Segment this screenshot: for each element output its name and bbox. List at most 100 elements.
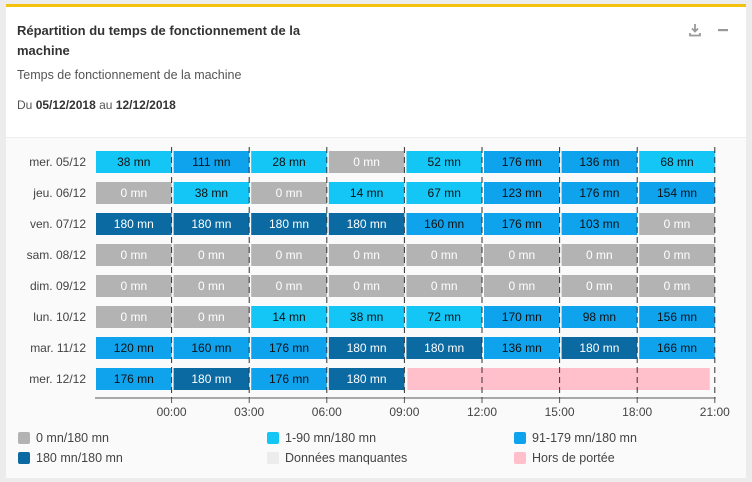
- heatmap-cell[interactable]: [251, 368, 327, 390]
- heatmap-cell[interactable]: [484, 182, 560, 204]
- download-icon[interactable]: [688, 23, 702, 37]
- heatmap-cell[interactable]: [639, 151, 715, 173]
- cell-value-label: 0 mn: [664, 279, 691, 293]
- cell-value-label: 0 mn: [508, 248, 535, 262]
- heatmap-cell[interactable]: [328, 368, 405, 390]
- legend-item[interactable]: 91-179 mn/180 mn: [514, 431, 637, 445]
- heatmap-cell[interactable]: [96, 306, 172, 328]
- heatmap-cell[interactable]: [251, 306, 327, 328]
- heatmap-cell[interactable]: [561, 306, 638, 328]
- cell-value-label: 180 mn: [114, 217, 154, 231]
- legend-item[interactable]: 1-90 mn/180 mn: [267, 431, 376, 445]
- heatmap-cell[interactable]: [328, 182, 405, 204]
- heatmap-cell[interactable]: [173, 151, 250, 173]
- heatmap-cell[interactable]: [406, 306, 482, 328]
- legend-item[interactable]: 180 mn/180 mn: [18, 451, 123, 465]
- heatmap-cell[interactable]: [173, 368, 250, 390]
- cell-value-label: 120 mn: [114, 341, 154, 355]
- heatmap-cell[interactable]: [173, 275, 250, 297]
- heatmap-cell[interactable]: [406, 337, 482, 359]
- row-label: dim. 09/12: [30, 279, 86, 293]
- heatmap-cell[interactable]: [406, 213, 482, 235]
- heatmap-cell[interactable]: [639, 182, 715, 204]
- heatmap-cell[interactable]: [484, 306, 560, 328]
- cell-value-label: 0 mn: [586, 248, 613, 262]
- cell-value-label: 136 mn: [579, 155, 619, 169]
- heatmap-cell[interactable]: [639, 275, 715, 297]
- heatmap-chart: mer. 05/12 38 mn 111 mn 28 mn 0 mn 52 mn 176 m…: [27, 147, 730, 419]
- cell-value-label: 0 mn: [353, 279, 380, 293]
- heatmap-cell[interactable]: [173, 244, 250, 266]
- heatmap-cell[interactable]: [328, 213, 405, 235]
- chart-subtitle: Temps de fonctionnement de la machine: [17, 68, 242, 82]
- heatmap-cell[interactable]: [96, 182, 172, 204]
- row-label: mer. 05/12: [29, 155, 86, 169]
- range-mid: au: [99, 98, 113, 112]
- heatmap-cell[interactable]: [173, 306, 250, 328]
- minus-icon[interactable]: [716, 23, 730, 37]
- row-label: lun. 10/12: [33, 310, 86, 324]
- heatmap-cell[interactable]: [251, 182, 327, 204]
- heatmap-cell[interactable]: [639, 337, 715, 359]
- heatmap-cell[interactable]: [96, 337, 172, 359]
- cell-value-label: 38 mn: [350, 310, 383, 324]
- heatmap-cell[interactable]: [251, 337, 327, 359]
- legend-item[interactable]: Données manquantes: [267, 451, 407, 465]
- heatmap-cell[interactable]: [173, 337, 250, 359]
- cell-value-label: 0 mn: [353, 155, 380, 169]
- heatmap-cell[interactable]: [561, 213, 638, 235]
- range-end: 12/12/2018: [115, 98, 176, 112]
- heatmap-cell[interactable]: [96, 244, 172, 266]
- heatmap-cell[interactable]: [639, 244, 715, 266]
- x-tick-label: 03:00: [234, 405, 264, 419]
- heatmap-cell[interactable]: [484, 275, 560, 297]
- heatmap-cell[interactable]: [561, 244, 638, 266]
- heatmap-cell[interactable]: [328, 306, 405, 328]
- cell-value-label: 111 mn: [192, 155, 230, 169]
- heatmap-cell[interactable]: [251, 213, 327, 235]
- heatmap-cell[interactable]: [173, 182, 250, 204]
- heatmap-cell[interactable]: [406, 244, 482, 266]
- heatmap-cell[interactable]: [251, 244, 327, 266]
- cell-value-label: 0 mn: [198, 279, 225, 293]
- heatmap-cell[interactable]: [406, 151, 482, 173]
- out-of-range-cell[interactable]: [407, 368, 710, 390]
- heatmap-cell[interactable]: [96, 275, 172, 297]
- cell-value-label: 72 mn: [428, 310, 461, 324]
- heatmap-cell[interactable]: [406, 275, 482, 297]
- cell-value-label: 160 mn: [191, 341, 231, 355]
- heatmap-cell[interactable]: [96, 213, 172, 235]
- heatmap-cell[interactable]: [406, 182, 482, 204]
- legend-label: Données manquantes: [285, 451, 408, 465]
- heatmap-cell[interactable]: [484, 213, 560, 235]
- cell-value-label: 154 mn: [657, 186, 697, 200]
- heatmap-cell[interactable]: [328, 337, 405, 359]
- heatmap-cell[interactable]: [561, 275, 638, 297]
- row-label: jeu. 06/12: [32, 186, 86, 200]
- cell-value-label: 38 mn: [195, 186, 228, 200]
- heatmap-cell[interactable]: [96, 368, 172, 390]
- cell-value-label: 0 mn: [120, 248, 147, 262]
- heatmap-cell[interactable]: [561, 182, 638, 204]
- heatmap-cell[interactable]: [484, 151, 560, 173]
- cell-value-label: 0 mn: [198, 310, 225, 324]
- legend-item[interactable]: 0 mn/180 mn: [18, 431, 109, 445]
- legend-swatch: [267, 432, 279, 444]
- heatmap-cell[interactable]: [561, 337, 638, 359]
- heatmap-cell[interactable]: [328, 275, 405, 297]
- cell-value-label: 14 mn: [272, 310, 305, 324]
- heatmap-cell[interactable]: [639, 213, 715, 235]
- heatmap-cell[interactable]: [484, 337, 560, 359]
- legend-item[interactable]: Hors de portée: [514, 451, 615, 465]
- heatmap-cell[interactable]: [173, 213, 250, 235]
- heatmap-cell[interactable]: [328, 151, 405, 173]
- heatmap-cell[interactable]: [251, 151, 327, 173]
- heatmap-cell[interactable]: [639, 306, 715, 328]
- heatmap-cell[interactable]: [251, 275, 327, 297]
- legend-swatch: [514, 432, 526, 444]
- cell-value-label: 176 mn: [269, 372, 309, 386]
- heatmap-cell[interactable]: [96, 151, 172, 173]
- heatmap-cell[interactable]: [484, 244, 560, 266]
- heatmap-cell[interactable]: [328, 244, 405, 266]
- heatmap-cell[interactable]: [561, 151, 638, 173]
